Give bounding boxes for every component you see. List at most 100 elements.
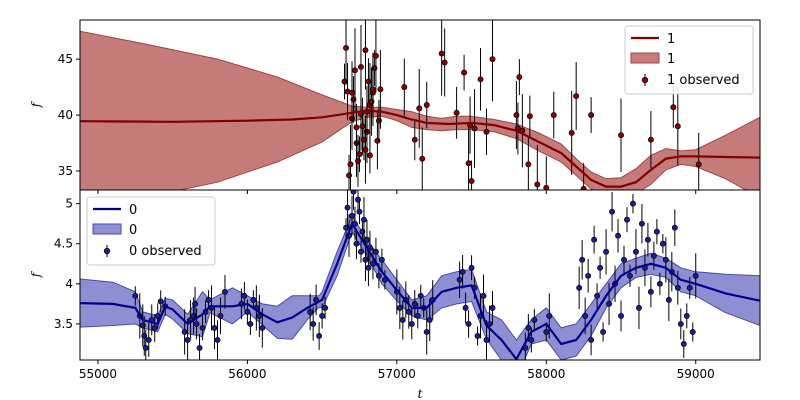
- top-observed-point: [362, 20, 369, 90]
- bottom-observed-point: [638, 203, 645, 244]
- top-y-tick-label: 45: [58, 52, 73, 66]
- bottom-observed-point: [621, 245, 627, 274]
- bottom-observed-point: [653, 219, 660, 245]
- bottom-observed-point: [686, 276, 693, 299]
- top-observed-point: [362, 115, 369, 184]
- top-observed-point: [483, 108, 490, 156]
- top-legend: 1 1 1 observed: [624, 25, 754, 95]
- bottom-observed-point: [644, 222, 651, 257]
- top-legend-band-label: 1: [667, 52, 675, 67]
- bottom-observed-point: [591, 225, 598, 254]
- bottom-observed-point: [600, 322, 607, 342]
- top-observed-point: [568, 90, 575, 176]
- bottom-observed-point: [627, 264, 633, 287]
- top-observed-point: [573, 62, 580, 131]
- top-plot: 35 40 45 f 1 1 1 observed: [29, 19, 761, 194]
- bottom-observed-point: [349, 195, 355, 236]
- bottom-observed-point: [606, 282, 613, 326]
- top-observed-point: [647, 111, 654, 169]
- bottom-observed-point: [181, 309, 188, 355]
- top-observed-point: [695, 132, 702, 190]
- bottom-observed-point: [145, 323, 152, 357]
- bottom-observed-point: [184, 318, 191, 360]
- bottom-y-tick-label: 3.5: [54, 317, 73, 331]
- top-legend-obs-swatch: [641, 76, 649, 84]
- bottom-observed-point: [456, 261, 463, 299]
- bottom-observed-point: [378, 248, 385, 271]
- top-y-tick-label: 35: [58, 164, 73, 178]
- bottom-observed-point: [361, 197, 367, 243]
- x-tick-label: 56000: [228, 367, 266, 381]
- top-observed-point: [372, 20, 379, 93]
- bottom-observed-point: [356, 199, 363, 225]
- top-observed-point: [550, 91, 557, 139]
- top-observed-point: [588, 97, 595, 133]
- bottom-observed-point: [214, 320, 221, 360]
- bottom-observed-point: [468, 255, 475, 281]
- bottom-observed-point: [489, 291, 496, 325]
- top-legend-line-label: 1: [667, 32, 675, 47]
- bottom-axes-frame: [79, 189, 761, 361]
- bottom-observed-point: [531, 308, 538, 331]
- top-observed-point: [416, 68, 423, 148]
- top-observed-point: [343, 20, 349, 85]
- bottom-observed-point: [680, 330, 687, 358]
- top-observed-point: [411, 119, 418, 161]
- top-legend-box: [624, 25, 754, 95]
- x-axis-label: t: [418, 387, 423, 400]
- bottom-observed-point: [192, 287, 199, 321]
- top-y-tick-label: 40: [58, 108, 73, 122]
- bottom-observed-point: [579, 240, 586, 280]
- bottom-observed-point: [671, 209, 678, 246]
- bottom-observed-point: [630, 194, 636, 214]
- top-observed-point: [477, 47, 484, 111]
- top-observed-point: [471, 89, 478, 168]
- top-observed-point: [453, 86, 460, 139]
- bottom-legend: 0 0 0 observed: [86, 196, 216, 266]
- top-observed-point: [377, 49, 384, 129]
- bottom-observed-point: [665, 278, 672, 322]
- top-legend-obs-label: 1 observed: [667, 73, 740, 88]
- bottom-observed-point: [196, 334, 203, 360]
- x-tick-label: 59000: [677, 367, 715, 381]
- bottom-y-tick-label: 4: [65, 277, 73, 291]
- top-observed-point: [580, 162, 587, 190]
- bottom-observed-point: [677, 308, 684, 340]
- top-observed-point: [543, 156, 550, 190]
- bottom-observed-point: [480, 274, 487, 318]
- bottom-observed-point: [417, 284, 424, 307]
- bottom-observed-point: [358, 240, 364, 263]
- bottom-observed-point: [585, 258, 592, 293]
- bottom-observed-point: [408, 308, 415, 340]
- top-mean-line: [80, 109, 760, 188]
- top-observed-point: [519, 94, 526, 168]
- top-observed-point: [526, 95, 533, 137]
- bottom-y-axis-label: f: [29, 270, 43, 278]
- bottom-observed-point: [618, 300, 624, 332]
- bottom-observed-point: [635, 286, 642, 330]
- top-observed-point: [419, 127, 426, 190]
- top-observed-point: [423, 81, 430, 129]
- bottom-observed-point: [222, 275, 228, 309]
- bottom-observed-point: [157, 290, 164, 313]
- bottom-observed-point: [462, 292, 469, 324]
- bottom-observed-point: [692, 253, 699, 299]
- bottom-legend-obs-label: 0 observed: [129, 244, 202, 259]
- bottom-observed-point: [656, 272, 663, 295]
- bottom-observed-point: [594, 283, 601, 309]
- bottom-observed-point: [399, 300, 406, 340]
- bottom-observed-point: [624, 207, 630, 233]
- top-observed-point: [358, 24, 364, 110]
- bottom-observed-point: [151, 313, 158, 342]
- bottom-observed-point: [597, 256, 604, 279]
- top-observed-point: [369, 52, 376, 127]
- bottom-observed-point: [132, 286, 139, 306]
- bottom-observed-point: [319, 303, 326, 329]
- bottom-observed-point: [344, 190, 351, 231]
- top-observed-point: [468, 160, 475, 190]
- top-observed-point: [438, 20, 445, 96]
- bottom-observed-point: [199, 315, 206, 341]
- bottom-observed-point: [350, 190, 357, 210]
- bottom-confidence-band: [80, 214, 760, 360]
